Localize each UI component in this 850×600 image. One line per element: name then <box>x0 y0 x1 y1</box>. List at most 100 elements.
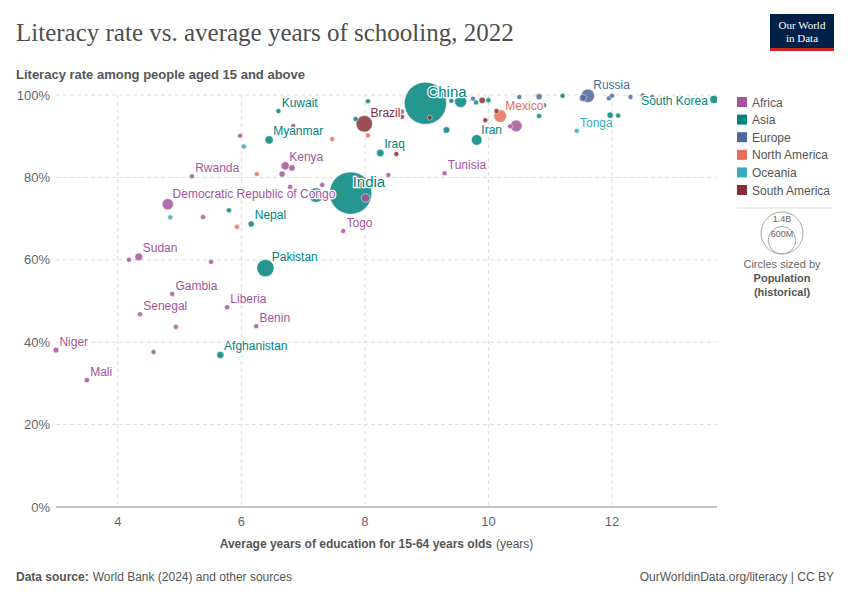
point <box>486 98 491 103</box>
legend-label: South America <box>752 184 830 198</box>
point <box>710 95 717 103</box>
point-label: Pakistan <box>272 250 318 264</box>
point-label: Iraq <box>384 137 405 151</box>
size-legend-circle <box>761 212 803 254</box>
grid-x <box>117 95 118 507</box>
y-tick-label: 40% <box>24 335 50 350</box>
grid-y <box>56 507 717 508</box>
point <box>427 115 432 120</box>
grid-y <box>56 424 717 425</box>
point <box>53 347 59 353</box>
point <box>151 350 156 355</box>
point-label: Benin <box>259 311 290 325</box>
point <box>248 221 254 227</box>
point-label: South Korea <box>641 94 708 108</box>
point <box>394 151 399 156</box>
point <box>609 93 614 98</box>
point <box>84 377 89 382</box>
point-label: Afghanistan <box>224 339 287 353</box>
point <box>579 94 586 101</box>
point-label: Rwanda <box>195 161 239 175</box>
point <box>365 133 370 138</box>
point <box>241 144 246 149</box>
legend-label: Africa <box>752 96 783 110</box>
point <box>442 171 447 176</box>
x-label: Average years of education for 15-64 yea… <box>220 537 493 551</box>
logo-text: Our World <box>779 19 826 31</box>
legend-swatch <box>737 167 747 177</box>
size-legend-label: 1.4B <box>773 214 792 224</box>
point-label: Nepal <box>255 208 286 222</box>
y-tick-label: 80% <box>24 170 50 185</box>
size-legend-circle <box>768 227 795 254</box>
logo-text: in Data <box>786 32 818 44</box>
point <box>138 312 143 317</box>
source-text: World Bank (2024) and other sources <box>93 570 292 584</box>
y-tick-label: 20% <box>24 417 50 432</box>
point <box>386 172 391 177</box>
title: Literacy rate vs. average years of schoo… <box>16 19 514 46</box>
point <box>281 162 289 170</box>
legend-swatch <box>737 115 747 125</box>
point-label: Iran <box>481 123 502 137</box>
x-tick-label: 10 <box>481 514 495 529</box>
point <box>341 228 346 233</box>
logo-bar <box>770 48 834 51</box>
point <box>217 351 224 358</box>
point <box>377 149 384 156</box>
legend-separator <box>737 208 833 209</box>
size-legend-note: (historical) <box>754 286 811 298</box>
logo-box <box>770 14 834 50</box>
point <box>168 215 173 220</box>
point <box>494 109 499 114</box>
point <box>628 95 633 100</box>
size-legend-label: 600M <box>771 229 794 239</box>
x-tick-label: 12 <box>605 514 619 529</box>
x-axis-label: Average years of education for 15-64 yea… <box>220 537 534 551</box>
point-label: Russia <box>593 78 630 92</box>
source: Data source: World Bank (2024) and other … <box>16 570 292 584</box>
point-labels: NigerMaliSenegalGambiaSudanRwandaDemocra… <box>59 78 708 378</box>
point <box>289 165 295 171</box>
point-label: Myanmar <box>273 124 323 138</box>
point <box>170 291 175 296</box>
point-label: Togo <box>347 216 373 230</box>
point <box>353 116 358 121</box>
grid-y <box>56 95 717 96</box>
legend-swatch <box>737 132 747 142</box>
point <box>189 174 194 179</box>
point <box>235 224 240 229</box>
point-label: Kenya <box>289 150 323 164</box>
point <box>276 109 281 114</box>
legend-swatch <box>737 185 747 195</box>
point <box>254 172 259 177</box>
size-legend-name: Population <box>754 272 811 284</box>
x-label-unit: (years) <box>496 537 533 551</box>
point <box>560 93 565 98</box>
point-label: China <box>427 83 467 100</box>
point <box>483 118 488 123</box>
chart: Literacy rate vs. average years of schoo… <box>0 0 850 600</box>
point <box>225 305 230 310</box>
grid-y <box>56 177 717 178</box>
source-label: Data source: <box>16 570 89 584</box>
point <box>574 128 579 133</box>
point <box>226 208 231 213</box>
point-label: Brazil <box>370 106 400 120</box>
legend-label: Europe <box>752 131 791 145</box>
point <box>365 99 370 104</box>
grid-x <box>364 95 365 507</box>
grid-y <box>56 259 717 260</box>
point-label: Niger <box>59 335 88 349</box>
point <box>537 114 542 119</box>
point <box>201 214 206 219</box>
point <box>209 259 214 264</box>
point-label: Gambia <box>175 279 217 293</box>
subtitle: Literacy rate among people aged 15 and a… <box>16 67 305 82</box>
legend-label: Asia <box>752 113 776 127</box>
point-label: Senegal <box>143 299 187 313</box>
x-axis <box>56 507 717 508</box>
points <box>53 82 717 383</box>
point <box>508 124 513 129</box>
point <box>479 97 485 103</box>
